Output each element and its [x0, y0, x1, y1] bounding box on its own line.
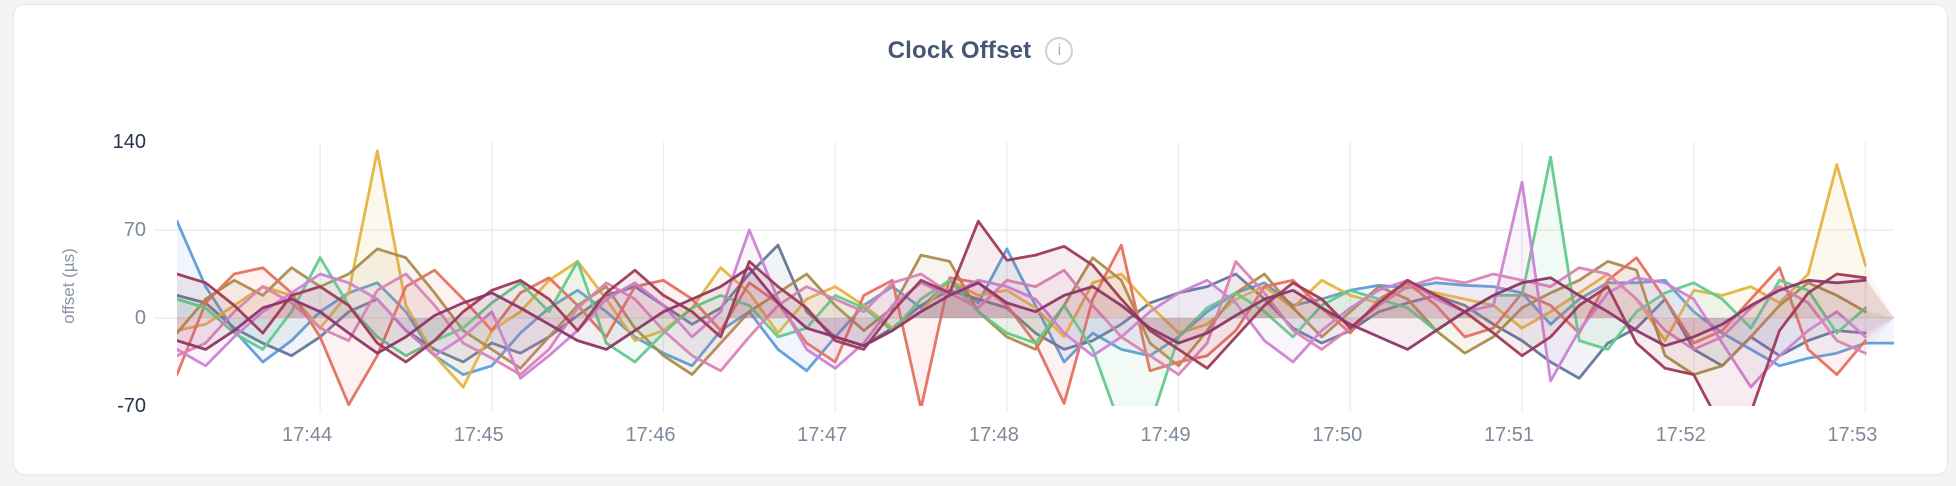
series-area-salmon [177, 245, 1894, 406]
x-tick-label: 17:49 [1140, 424, 1191, 446]
y-tick-label: 0 [134, 307, 146, 329]
series-line-olive [177, 247, 1867, 376]
x-tick-label: 17:48 [968, 424, 1019, 446]
series-area-maroon [177, 221, 1894, 406]
y-tick-label: 140 [112, 131, 146, 153]
x-tick-label: 17:50 [1312, 424, 1363, 446]
series-line-slate [177, 243, 1867, 380]
series-line-pink [177, 260, 1867, 376]
series-area-plum [177, 267, 1894, 354]
series-line-maroon [177, 219, 1867, 406]
x-tick-label: 17:52 [1655, 424, 1706, 446]
info-icon[interactable]: i [1045, 37, 1074, 65]
chart-card: Clock Offset i offset (µs) 140 70 0 -70 17:4… [13, 4, 1948, 475]
chart-plot-area[interactable] [177, 142, 1894, 406]
y-tick-label: 70 [123, 219, 146, 241]
x-tick-label: 17:53 [1827, 424, 1878, 446]
series-area-olive [177, 248, 1894, 375]
x-tick-label: 17:44 [282, 424, 333, 446]
info-icon-glyph: i [1057, 42, 1062, 59]
chart-title: Clock Offset [887, 37, 1032, 64]
chart-header: Clock Offset i [14, 33, 1947, 69]
chart-canvas [154, 142, 1894, 412]
series-area-pink [177, 261, 1894, 375]
series-line-gold [177, 149, 1867, 389]
x-tick-label: 17:47 [797, 424, 848, 446]
series-line-orchid [177, 180, 1867, 389]
x-tick-label: 17:46 [625, 424, 676, 446]
series-area-mint [177, 157, 1894, 406]
y-tick-label: -70 [117, 395, 146, 417]
series-line-plum [177, 266, 1867, 355]
x-tick-label: 17:51 [1483, 424, 1534, 446]
x-tick-label: 17:45 [453, 424, 504, 446]
series-line-mint [177, 155, 1867, 406]
